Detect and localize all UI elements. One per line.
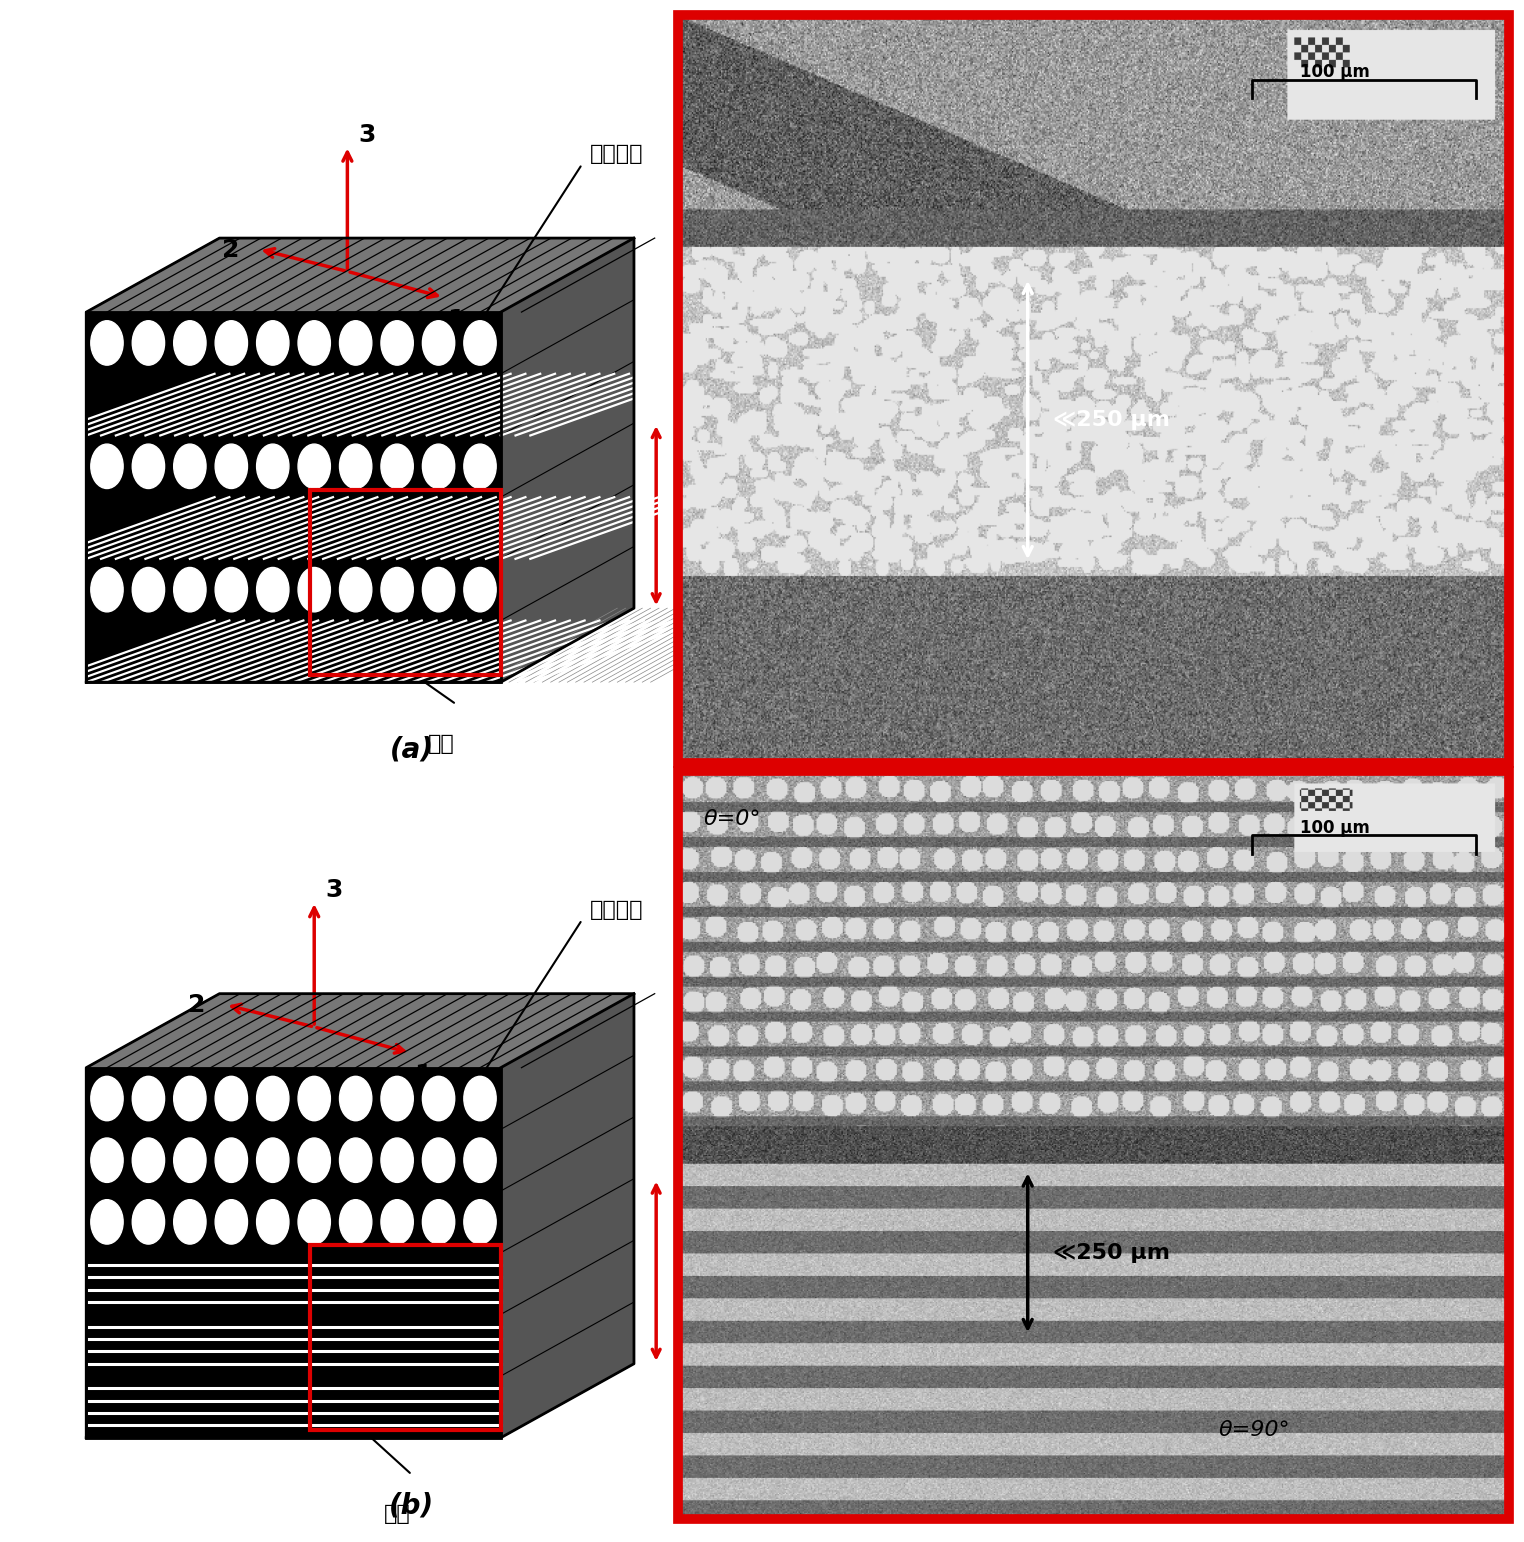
Polygon shape — [87, 373, 501, 435]
Ellipse shape — [215, 1200, 247, 1244]
Ellipse shape — [91, 1200, 123, 1244]
Text: 纤维: 纤维 — [428, 734, 454, 754]
Ellipse shape — [422, 1138, 454, 1183]
Text: 层: 层 — [686, 501, 704, 530]
Ellipse shape — [463, 567, 497, 612]
Ellipse shape — [381, 1200, 413, 1244]
Ellipse shape — [299, 1138, 331, 1183]
Ellipse shape — [256, 321, 290, 365]
Ellipse shape — [174, 444, 206, 489]
Ellipse shape — [299, 1200, 331, 1244]
Ellipse shape — [463, 321, 497, 365]
Ellipse shape — [256, 444, 290, 489]
Text: 2: 2 — [189, 993, 206, 1018]
Ellipse shape — [299, 321, 331, 365]
Ellipse shape — [422, 444, 454, 489]
Ellipse shape — [91, 321, 123, 365]
Polygon shape — [87, 435, 501, 497]
Ellipse shape — [299, 1076, 331, 1121]
Ellipse shape — [381, 1076, 413, 1121]
Ellipse shape — [381, 444, 413, 489]
Ellipse shape — [381, 567, 413, 612]
Polygon shape — [87, 620, 501, 682]
Ellipse shape — [422, 567, 454, 612]
Polygon shape — [87, 497, 501, 558]
Text: ≪250 μm: ≪250 μm — [1053, 410, 1169, 430]
Ellipse shape — [422, 1200, 454, 1244]
Ellipse shape — [299, 444, 331, 489]
Ellipse shape — [422, 321, 454, 365]
Text: 3: 3 — [358, 123, 376, 146]
Ellipse shape — [174, 1138, 206, 1183]
Ellipse shape — [133, 1076, 165, 1121]
Ellipse shape — [91, 1076, 123, 1121]
Ellipse shape — [174, 321, 206, 365]
Ellipse shape — [340, 1200, 372, 1244]
Text: 3: 3 — [325, 879, 343, 902]
Polygon shape — [87, 558, 501, 620]
Polygon shape — [87, 1314, 501, 1375]
Text: θ=90°: θ=90° — [1219, 1420, 1291, 1440]
Ellipse shape — [133, 567, 165, 612]
Polygon shape — [87, 1190, 501, 1252]
Ellipse shape — [133, 1200, 165, 1244]
Polygon shape — [87, 1252, 501, 1314]
Ellipse shape — [381, 1138, 413, 1183]
Ellipse shape — [299, 567, 331, 612]
Ellipse shape — [174, 1200, 206, 1244]
Ellipse shape — [215, 567, 247, 612]
Polygon shape — [87, 1129, 501, 1190]
Ellipse shape — [215, 444, 247, 489]
Ellipse shape — [463, 1200, 497, 1244]
Polygon shape — [87, 1375, 501, 1437]
Ellipse shape — [256, 567, 290, 612]
Ellipse shape — [174, 1076, 206, 1121]
Ellipse shape — [256, 1200, 290, 1244]
Ellipse shape — [340, 1076, 372, 1121]
Ellipse shape — [256, 1138, 290, 1183]
Ellipse shape — [133, 1138, 165, 1183]
Ellipse shape — [340, 321, 372, 365]
Text: 1: 1 — [415, 1064, 431, 1087]
Text: 1: 1 — [448, 308, 465, 332]
Ellipse shape — [463, 1138, 497, 1183]
Polygon shape — [87, 311, 501, 373]
Ellipse shape — [91, 1138, 123, 1183]
Text: 富树脂区: 富树脂区 — [590, 143, 643, 163]
Ellipse shape — [463, 444, 497, 489]
Ellipse shape — [215, 1076, 247, 1121]
Ellipse shape — [91, 567, 123, 612]
Text: ≪250 μm: ≪250 μm — [1053, 1243, 1169, 1263]
Ellipse shape — [422, 1076, 454, 1121]
Ellipse shape — [340, 1138, 372, 1183]
Ellipse shape — [133, 321, 165, 365]
Ellipse shape — [463, 1076, 497, 1121]
Ellipse shape — [215, 1138, 247, 1183]
Text: 2: 2 — [221, 237, 239, 262]
Ellipse shape — [340, 567, 372, 612]
Ellipse shape — [381, 321, 413, 365]
Text: (b): (b) — [389, 1491, 434, 1519]
Ellipse shape — [133, 444, 165, 489]
Polygon shape — [501, 993, 634, 1437]
Text: 纤维: 纤维 — [384, 1505, 410, 1525]
Ellipse shape — [215, 321, 247, 365]
Text: 层: 层 — [686, 1257, 704, 1286]
Text: 富树脂区: 富树脂区 — [590, 899, 643, 919]
Text: θ=0°: θ=0° — [704, 810, 762, 830]
Ellipse shape — [174, 567, 206, 612]
Ellipse shape — [256, 1076, 290, 1121]
Polygon shape — [501, 237, 634, 682]
Ellipse shape — [91, 444, 123, 489]
Text: (a): (a) — [390, 736, 434, 763]
Ellipse shape — [340, 444, 372, 489]
Polygon shape — [87, 1067, 501, 1129]
Text: 100 μm: 100 μm — [1300, 819, 1370, 837]
Polygon shape — [87, 993, 634, 1067]
Polygon shape — [87, 237, 634, 311]
Text: 100 μm: 100 μm — [1300, 63, 1370, 82]
